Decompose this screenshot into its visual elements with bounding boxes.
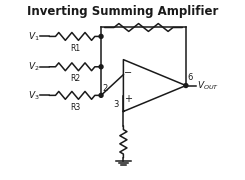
Circle shape: [99, 93, 103, 97]
Circle shape: [99, 65, 103, 69]
Text: 6: 6: [188, 73, 193, 82]
Text: R1: R1: [70, 44, 80, 53]
Text: +: +: [124, 94, 132, 104]
Text: R3: R3: [70, 102, 80, 111]
Circle shape: [99, 34, 103, 38]
Text: $V_3$: $V_3$: [28, 89, 39, 102]
Circle shape: [184, 84, 188, 87]
Text: 3: 3: [113, 100, 119, 109]
Text: R2: R2: [70, 74, 80, 83]
Text: $V_1$: $V_1$: [28, 30, 39, 43]
Text: 2: 2: [103, 84, 108, 93]
Text: −: −: [124, 68, 133, 78]
Text: $V_2$: $V_2$: [28, 60, 39, 73]
Text: $V_{OUT}$: $V_{OUT}$: [197, 79, 219, 92]
Text: Inverting Summing Amplifier: Inverting Summing Amplifier: [27, 5, 218, 18]
